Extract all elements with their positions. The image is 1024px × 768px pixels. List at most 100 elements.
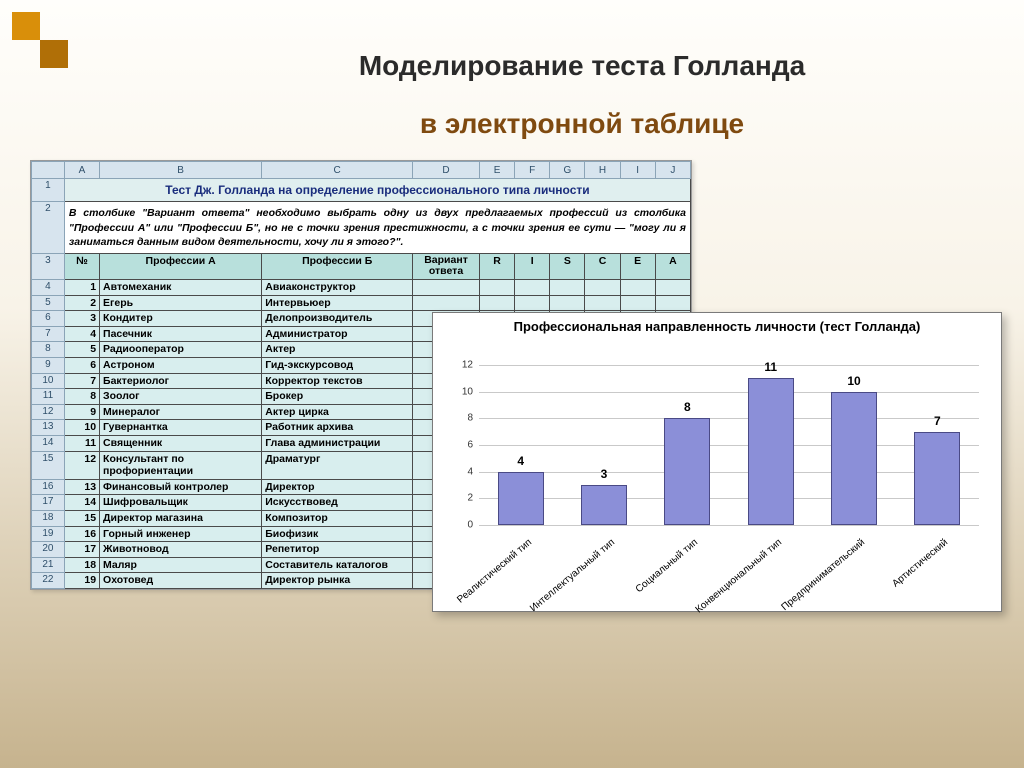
- data-cell[interactable]: [585, 295, 620, 311]
- row-header[interactable]: 14: [32, 435, 65, 451]
- row-header[interactable]: 13: [32, 420, 65, 436]
- data-cell[interactable]: [550, 295, 585, 311]
- row-number-cell[interactable]: 17: [64, 542, 99, 558]
- table-header-cell[interactable]: R: [479, 253, 514, 279]
- table-header-cell[interactable]: I: [515, 253, 550, 279]
- row-header[interactable]: 18: [32, 510, 65, 526]
- row-number-cell[interactable]: 6: [64, 357, 99, 373]
- row-number-cell[interactable]: 1: [64, 280, 99, 296]
- row-header[interactable]: 2: [32, 202, 65, 254]
- profession-b-cell[interactable]: Директор рынка: [262, 573, 413, 589]
- row-number-cell[interactable]: 3: [64, 311, 99, 327]
- data-cell[interactable]: [413, 295, 480, 311]
- profession-a-cell[interactable]: Священник: [100, 435, 262, 451]
- table-header-cell[interactable]: S: [550, 253, 585, 279]
- row-number-cell[interactable]: 15: [64, 510, 99, 526]
- profession-a-cell[interactable]: Минералог: [100, 404, 262, 420]
- profession-b-cell[interactable]: Работник архива: [262, 420, 413, 436]
- profession-a-cell[interactable]: Финансовый контролер: [100, 479, 262, 495]
- data-cell[interactable]: [550, 280, 585, 296]
- row-header[interactable]: 20: [32, 542, 65, 558]
- table-header-cell[interactable]: Профессии А: [100, 253, 262, 279]
- row-header[interactable]: 5: [32, 295, 65, 311]
- data-cell[interactable]: [620, 280, 655, 296]
- table-header-cell[interactable]: Профессии Б: [262, 253, 413, 279]
- profession-b-cell[interactable]: Репетитор: [262, 542, 413, 558]
- row-number-cell[interactable]: 7: [64, 373, 99, 389]
- row-number-cell[interactable]: 14: [64, 495, 99, 511]
- profession-b-cell[interactable]: Делопроизводитель: [262, 311, 413, 327]
- profession-a-cell[interactable]: Автомеханик: [100, 280, 262, 296]
- profession-a-cell[interactable]: Директор магазина: [100, 510, 262, 526]
- column-header[interactable]: G: [550, 162, 585, 179]
- row-header[interactable]: 16: [32, 479, 65, 495]
- profession-b-cell[interactable]: Биофизик: [262, 526, 413, 542]
- profession-b-cell[interactable]: Искусствовед: [262, 495, 413, 511]
- data-cell[interactable]: [655, 280, 690, 296]
- column-header[interactable]: C: [262, 162, 413, 179]
- data-cell[interactable]: [479, 295, 514, 311]
- row-header[interactable]: 4: [32, 280, 65, 296]
- profession-b-cell[interactable]: Составитель каталогов: [262, 557, 413, 573]
- table-header-cell[interactable]: Вариантответа: [413, 253, 480, 279]
- data-cell[interactable]: [515, 295, 550, 311]
- column-header[interactable]: A: [64, 162, 99, 179]
- row-number-cell[interactable]: 5: [64, 342, 99, 358]
- profession-b-cell[interactable]: Директор: [262, 479, 413, 495]
- profession-b-cell[interactable]: Актер: [262, 342, 413, 358]
- data-cell[interactable]: [515, 280, 550, 296]
- profession-a-cell[interactable]: Маляр: [100, 557, 262, 573]
- row-header[interactable]: 21: [32, 557, 65, 573]
- profession-a-cell[interactable]: Животновод: [100, 542, 262, 558]
- row-header[interactable]: 8: [32, 342, 65, 358]
- profession-a-cell[interactable]: Пасечник: [100, 326, 262, 342]
- data-cell[interactable]: [655, 295, 690, 311]
- sheet-instructions-cell[interactable]: В столбике "Вариант ответа" необходимо в…: [64, 202, 690, 254]
- row-number-cell[interactable]: 13: [64, 479, 99, 495]
- profession-b-cell[interactable]: Гид-экскурсовод: [262, 357, 413, 373]
- data-cell[interactable]: [585, 280, 620, 296]
- row-header[interactable]: 12: [32, 404, 65, 420]
- profession-a-cell[interactable]: Консультант по профориентации: [100, 451, 262, 479]
- profession-a-cell[interactable]: Бактериолог: [100, 373, 262, 389]
- row-number-cell[interactable]: 18: [64, 557, 99, 573]
- profession-b-cell[interactable]: Авиаконструктор: [262, 280, 413, 296]
- row-header[interactable]: 19: [32, 526, 65, 542]
- row-header[interactable]: 3: [32, 253, 65, 279]
- profession-a-cell[interactable]: Астроном: [100, 357, 262, 373]
- data-cell[interactable]: [413, 280, 480, 296]
- profession-a-cell[interactable]: Зоолог: [100, 389, 262, 405]
- profession-b-cell[interactable]: Корректор текстов: [262, 373, 413, 389]
- profession-a-cell[interactable]: Кондитер: [100, 311, 262, 327]
- column-header[interactable]: I: [620, 162, 655, 179]
- row-number-cell[interactable]: 16: [64, 526, 99, 542]
- row-header[interactable]: 1: [32, 179, 65, 202]
- column-header[interactable]: H: [585, 162, 620, 179]
- column-header[interactable]: E: [479, 162, 514, 179]
- profession-b-cell[interactable]: Глава администрации: [262, 435, 413, 451]
- row-number-cell[interactable]: 11: [64, 435, 99, 451]
- row-header[interactable]: 11: [32, 389, 65, 405]
- column-header[interactable]: F: [515, 162, 550, 179]
- table-header-cell[interactable]: E: [620, 253, 655, 279]
- row-number-cell[interactable]: 12: [64, 451, 99, 479]
- data-cell[interactable]: [620, 295, 655, 311]
- table-header-cell[interactable]: №: [64, 253, 99, 279]
- data-cell[interactable]: [479, 280, 514, 296]
- profession-a-cell[interactable]: Гувернантка: [100, 420, 262, 436]
- column-header[interactable]: J: [655, 162, 690, 179]
- row-header[interactable]: 6: [32, 311, 65, 327]
- profession-a-cell[interactable]: Радиооператор: [100, 342, 262, 358]
- row-header[interactable]: 22: [32, 573, 65, 589]
- row-number-cell[interactable]: 9: [64, 404, 99, 420]
- row-header[interactable]: 9: [32, 357, 65, 373]
- profession-a-cell[interactable]: Шифровальщик: [100, 495, 262, 511]
- profession-b-cell[interactable]: Администратор: [262, 326, 413, 342]
- table-header-cell[interactable]: A: [655, 253, 690, 279]
- row-header[interactable]: 10: [32, 373, 65, 389]
- row-number-cell[interactable]: 8: [64, 389, 99, 405]
- row-header[interactable]: 7: [32, 326, 65, 342]
- row-number-cell[interactable]: 10: [64, 420, 99, 436]
- row-header[interactable]: 15: [32, 451, 65, 479]
- row-number-cell[interactable]: 4: [64, 326, 99, 342]
